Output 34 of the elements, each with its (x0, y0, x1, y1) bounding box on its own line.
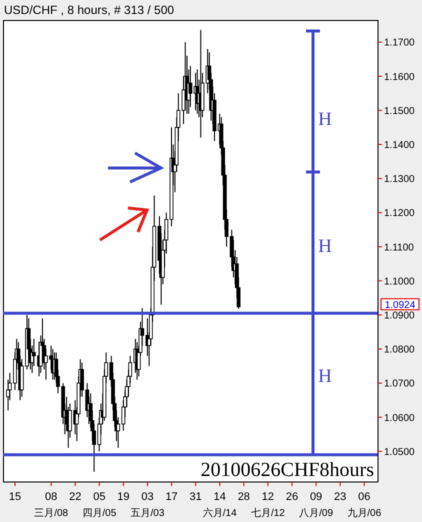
y-tick-label: 1.0700 (384, 378, 416, 390)
x-tick-label: 03 五月/03 (130, 491, 165, 519)
annotation: H (318, 366, 332, 387)
x-tick-label: 23 (334, 491, 346, 503)
x-tick-label: 19 (117, 491, 130, 503)
y-tick-label: 1.0500 (384, 446, 416, 458)
y-tick-label: 1.1000 (384, 276, 416, 288)
y-tick-label: 1.1200 (384, 208, 416, 220)
y-tick-label: 1.0900 (384, 310, 416, 322)
text: 1.0924 (384, 300, 416, 312)
y-tick-label: 1.1100 (384, 242, 414, 254)
chart-title: USD/CHF , 8 hours, # 313 / 500 (4, 3, 174, 17)
x-tick-label: 22 (69, 491, 82, 503)
annotation: 20100626CHF8hours (200, 459, 374, 481)
y-tick-label: 1.1300 (384, 174, 416, 186)
x-tick-label: 06 九月/06 (347, 491, 382, 519)
x-tick-label: 15 (8, 491, 22, 503)
y-tick-label: 1.0800 (384, 344, 416, 356)
x-tick-label: 14 六月/14 (202, 491, 238, 519)
y-tick-label: 1.1500 (384, 106, 416, 117)
annotation: H (318, 236, 332, 257)
x-tick-label: 26 (286, 491, 298, 503)
annotation: H (318, 109, 332, 130)
y-tick-label: 1.1400 (384, 140, 416, 151)
y-tick-label: 1.0600 (384, 412, 416, 424)
x-tick-label: 05 四月/05 (82, 491, 117, 519)
x-tick-label: 09 八月/09 (299, 491, 334, 519)
x-tick-label: 12 七月/12 (250, 491, 286, 519)
x-tick-label: 08 三月/08 (34, 491, 69, 519)
x-tick-label: 28 (238, 491, 250, 503)
y-tick-label: 1.1700 (384, 38, 416, 49)
x-tick-label: 31 (190, 491, 202, 503)
x-tick-label: 17 (165, 491, 178, 503)
y-tick-label: 1.1600 (384, 72, 416, 83)
